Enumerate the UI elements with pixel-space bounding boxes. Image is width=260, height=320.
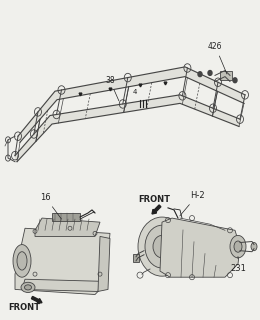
- Ellipse shape: [251, 243, 257, 251]
- Text: 16: 16: [40, 193, 61, 219]
- Polygon shape: [18, 67, 245, 142]
- Bar: [133, 254, 139, 262]
- Circle shape: [198, 72, 202, 76]
- Polygon shape: [160, 218, 240, 277]
- Text: H-2: H-2: [180, 191, 205, 216]
- Text: FRONT: FRONT: [138, 195, 170, 204]
- Polygon shape: [98, 236, 110, 292]
- Ellipse shape: [138, 217, 186, 276]
- Text: 231: 231: [230, 257, 246, 273]
- Text: FRONT: FRONT: [8, 303, 40, 312]
- Ellipse shape: [145, 225, 179, 268]
- Polygon shape: [22, 279, 100, 292]
- Ellipse shape: [153, 236, 171, 258]
- Circle shape: [208, 70, 212, 76]
- FancyArrow shape: [31, 296, 42, 303]
- Polygon shape: [35, 218, 100, 236]
- Ellipse shape: [13, 244, 31, 277]
- Text: 4: 4: [133, 89, 137, 95]
- Ellipse shape: [21, 282, 35, 292]
- Ellipse shape: [230, 236, 246, 258]
- Text: 38: 38: [105, 76, 119, 101]
- Bar: [52, 213, 80, 221]
- Ellipse shape: [24, 285, 31, 290]
- Text: 426: 426: [208, 42, 227, 74]
- Circle shape: [233, 78, 237, 83]
- Polygon shape: [15, 95, 240, 162]
- Bar: [220, 70, 232, 80]
- Polygon shape: [15, 228, 110, 294]
- FancyArrow shape: [152, 205, 161, 214]
- Ellipse shape: [234, 241, 242, 252]
- Ellipse shape: [17, 252, 27, 270]
